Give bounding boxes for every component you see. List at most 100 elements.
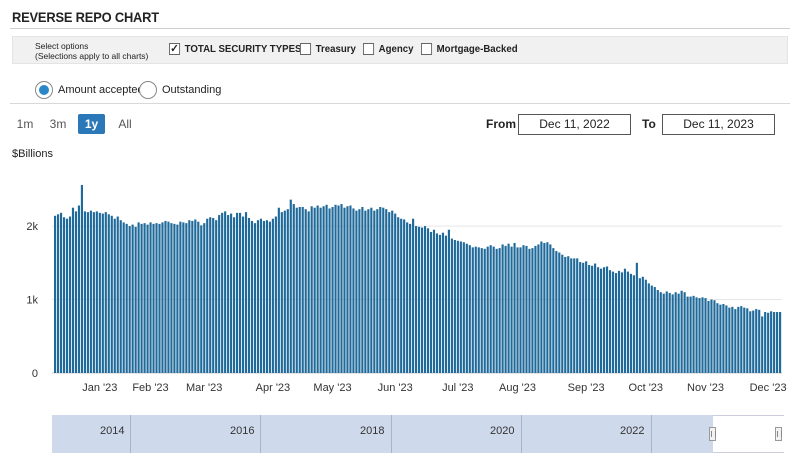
- chart-bar[interactable]: [597, 267, 600, 373]
- chart-bar[interactable]: [611, 271, 615, 373]
- checkbox-mortgage-backed[interactable]: Mortgage-Backed: [421, 43, 518, 55]
- checkmark-icon[interactable]: ✓: [169, 42, 181, 55]
- chart-bar[interactable]: [125, 223, 128, 373]
- chart-bar[interactable]: [364, 210, 367, 373]
- chart-bar[interactable]: [555, 251, 558, 373]
- chart-bar[interactable]: [212, 218, 215, 373]
- chart-bar[interactable]: [674, 292, 677, 373]
- chart-bar[interactable]: [215, 220, 218, 373]
- chart-bar[interactable]: [701, 297, 704, 373]
- chart-bar[interactable]: [671, 294, 674, 373]
- chart-bar[interactable]: [716, 303, 719, 373]
- chart-bar[interactable]: [591, 265, 594, 373]
- range-button-1y[interactable]: 1y: [78, 114, 105, 134]
- chart-bar[interactable]: [552, 248, 555, 373]
- chart-bar[interactable]: [110, 215, 113, 373]
- chart-bar[interactable]: [773, 312, 776, 373]
- chart-bar[interactable]: [271, 218, 274, 373]
- chart-bar[interactable]: [379, 206, 382, 373]
- chart-bar[interactable]: [668, 292, 671, 373]
- navigator-right-handle[interactable]: [775, 427, 782, 441]
- chart-bar[interactable]: [728, 307, 731, 373]
- chart-bar[interactable]: [429, 231, 433, 373]
- chart-bar[interactable]: [438, 234, 442, 373]
- checkbox-empty-icon[interactable]: [300, 43, 312, 55]
- chart-bar[interactable]: [71, 207, 75, 373]
- chart-bar[interactable]: [355, 210, 358, 373]
- chart-bar[interactable]: [122, 222, 125, 373]
- chart-bar[interactable]: [349, 205, 352, 373]
- chart-bar[interactable]: [137, 222, 140, 373]
- chart-bar[interactable]: [617, 270, 621, 373]
- range-button-1m[interactable]: 1m: [16, 117, 34, 131]
- chart-bar[interactable]: [200, 225, 203, 373]
- chart-bar[interactable]: [74, 211, 78, 373]
- chart-bar[interactable]: [665, 291, 668, 373]
- chart-bar[interactable]: [764, 312, 767, 373]
- chart-bar[interactable]: [340, 204, 343, 373]
- navigator-selected-window[interactable]: [713, 415, 784, 453]
- chart-bar[interactable]: [176, 224, 179, 373]
- chart-bar[interactable]: [423, 226, 427, 373]
- chart-bar[interactable]: [600, 268, 603, 373]
- navigator-left-handle[interactable]: [709, 427, 716, 441]
- chart-bar[interactable]: [513, 242, 516, 373]
- chart-bar[interactable]: [358, 209, 361, 373]
- radio-selected-icon[interactable]: [35, 81, 53, 99]
- chart-bar[interactable]: [143, 223, 146, 373]
- chart-bar[interactable]: [450, 238, 453, 373]
- chart-bar[interactable]: [334, 204, 337, 373]
- chart-bar[interactable]: [382, 207, 385, 373]
- chart-bar[interactable]: [292, 204, 295, 373]
- chart-bar[interactable]: [585, 261, 588, 373]
- chart-bar[interactable]: [403, 219, 406, 373]
- chart-bar[interactable]: [388, 212, 391, 373]
- chart-bar[interactable]: [113, 218, 116, 373]
- chart-bar[interactable]: [310, 206, 313, 373]
- checkbox-agency[interactable]: Agency: [363, 43, 414, 55]
- chart-bar[interactable]: [743, 307, 746, 373]
- chart-bar[interactable]: [608, 270, 612, 373]
- chart-bar[interactable]: [152, 223, 155, 373]
- chart-bar[interactable]: [531, 248, 534, 373]
- chart-bar[interactable]: [635, 262, 638, 373]
- chart-bar[interactable]: [244, 212, 248, 373]
- chart-bar[interactable]: [268, 221, 271, 373]
- range-navigator[interactable]: 2014 2016 2018 2020 2022: [52, 415, 784, 453]
- chart-bar[interactable]: [474, 246, 477, 373]
- chart-bar[interactable]: [313, 207, 316, 373]
- chart-bar[interactable]: [498, 248, 501, 373]
- chart-bar[interactable]: [92, 212, 95, 373]
- chart-bar[interactable]: [626, 271, 629, 373]
- chart-bar[interactable]: [238, 212, 242, 373]
- chart-bar[interactable]: [352, 208, 355, 373]
- chart-bar[interactable]: [579, 262, 582, 373]
- chart-bar[interactable]: [588, 265, 591, 373]
- chart-bar[interactable]: [704, 298, 707, 373]
- chart-bar[interactable]: [623, 268, 627, 373]
- chart-bar[interactable]: [564, 256, 567, 373]
- chart-bar[interactable]: [170, 223, 173, 373]
- chart-bar[interactable]: [134, 226, 137, 373]
- chart-bar[interactable]: [83, 211, 86, 373]
- chart-bar[interactable]: [501, 244, 504, 373]
- chart-bar[interactable]: [710, 299, 713, 373]
- chart-bar[interactable]: [516, 247, 519, 373]
- chart-bar[interactable]: [188, 220, 191, 373]
- chart-bar[interactable]: [576, 258, 579, 373]
- chart-bar[interactable]: [558, 252, 561, 373]
- chart-bar[interactable]: [80, 184, 83, 373]
- chart-bar[interactable]: [283, 210, 286, 373]
- chart-bar[interactable]: [182, 222, 185, 373]
- chart-bar[interactable]: [77, 205, 81, 373]
- chart-bar[interactable]: [549, 244, 552, 373]
- chart-bar[interactable]: [167, 221, 170, 373]
- chart-bar[interactable]: [316, 205, 319, 373]
- chart-bar[interactable]: [719, 304, 722, 373]
- chart-bar[interactable]: [319, 207, 322, 373]
- chart-bar[interactable]: [543, 242, 546, 373]
- chart-bar[interactable]: [659, 292, 662, 373]
- chart-bar[interactable]: [561, 254, 564, 373]
- chart-bar[interactable]: [522, 245, 525, 373]
- chart-bar[interactable]: [68, 216, 72, 373]
